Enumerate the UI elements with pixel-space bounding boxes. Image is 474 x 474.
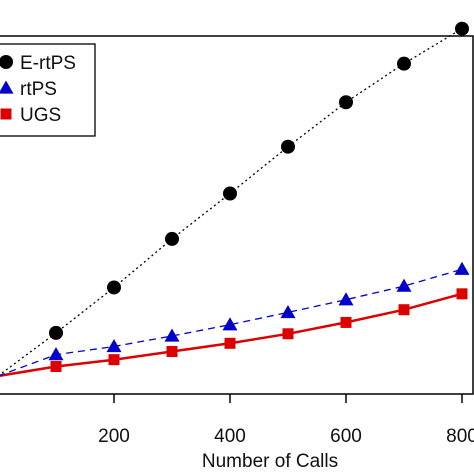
data-point-e-rtps (49, 325, 63, 340)
series-line-ugs (0, 292, 463, 377)
data-point-ugs (108, 354, 120, 366)
legend-label-ugs: UGS (20, 105, 61, 126)
data-point-rtps (280, 304, 296, 319)
data-point-rtps (338, 292, 354, 306)
data-point-ugs (456, 288, 468, 300)
data-point-rtps (48, 347, 64, 361)
legend: E-rtPS rtPS UGS (0, 43, 96, 137)
plot-frame (0, 35, 474, 395)
data-point-ugs (50, 360, 62, 372)
series-line-rtps (0, 268, 463, 376)
data-point-ugs (282, 328, 294, 340)
data-point-rtps (106, 338, 122, 353)
data-point-e-rtps (223, 186, 237, 201)
data-point-rtps (454, 261, 470, 275)
series-rtps (0, 261, 470, 376)
data-point-e-rtps (397, 56, 411, 71)
x-tick-label: 200 (98, 426, 130, 447)
x-axis-title: Number of Calls (202, 451, 338, 472)
x-tick-label: 400 (214, 426, 246, 447)
legend-box (0, 43, 96, 137)
legend-marker-rtps (0, 80, 14, 94)
data-point-ugs (224, 337, 236, 349)
data-point-e-rtps (339, 95, 353, 110)
data-point-ugs (340, 316, 352, 328)
legend-marker-ugs (0, 108, 12, 120)
data-point-e-rtps (107, 280, 121, 295)
series-ugs (0, 288, 468, 377)
legend-marker-e-rtps (0, 55, 13, 69)
data-point-e-rtps (455, 21, 469, 36)
data-point-ugs (398, 304, 410, 316)
series-e-rtps (0, 21, 469, 376)
data-point-rtps (164, 328, 180, 342)
legend-label-e-rtps: E-rtPS (20, 53, 76, 74)
data-point-e-rtps (165, 231, 179, 246)
x-tick-label: 800 (446, 426, 474, 447)
data-point-rtps (222, 317, 238, 331)
legend-label-rtps: rtPS (20, 79, 57, 100)
x-tick-label: 600 (330, 426, 362, 447)
data-point-ugs (166, 345, 178, 357)
data-point-rtps (396, 278, 412, 292)
data-point-e-rtps (281, 139, 295, 154)
